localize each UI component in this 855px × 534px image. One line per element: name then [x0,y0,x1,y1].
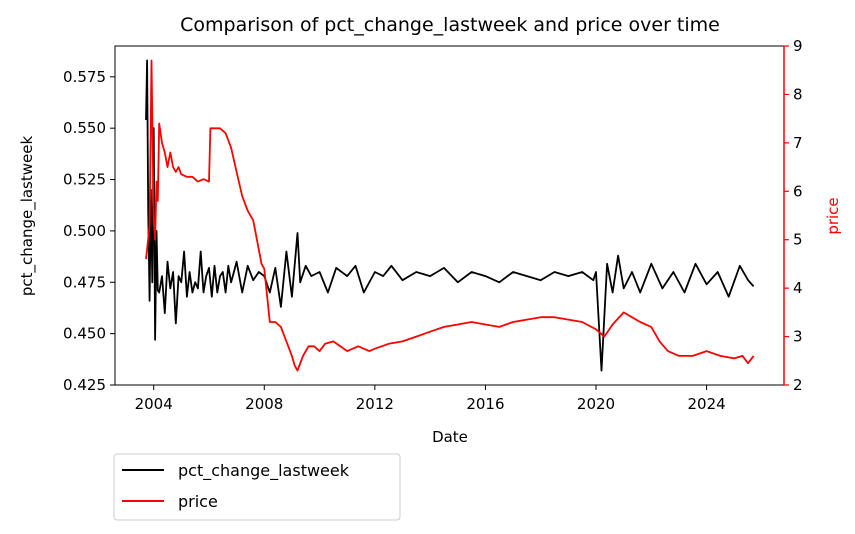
y-left-tick-label: 0.425 [63,376,106,394]
x-axis-label: Date [432,428,468,446]
y-left-tick-label: 0.575 [63,68,106,86]
y-left-tick-label: 0.525 [63,171,106,189]
y-axis-right: 2 3 4 5 6 7 8 9 [784,37,803,394]
x-tick-label: 2024 [688,395,726,413]
series-line-pct-change-lastweek [145,59,755,372]
x-tick-label: 2020 [577,395,615,413]
y-right-tick-label: 4 [793,279,803,297]
legend-label-pct-change-lastweek: pct_change_lastweek [178,461,350,481]
y-right-tick-label: 5 [793,231,803,249]
y-right-tick-label: 8 [793,85,803,103]
y-right-tick-label: 3 [793,328,803,346]
y-right-tick-label: 9 [793,37,803,55]
x-tick-label: 2016 [466,395,504,413]
x-axis: 2004 2008 2012 2016 2020 2024 [135,385,726,413]
chart-title: Comparison of pct_change_lastweek and pr… [180,14,720,36]
legend-label-price: price [178,492,218,511]
y-axis-left: 0.425 0.450 0.475 0.500 0.525 0.550 0.575 [63,68,115,394]
x-tick-label: 2004 [135,395,173,413]
legend-box [113,453,401,521]
plot-lines [145,59,755,372]
y-left-tick-label: 0.500 [63,222,106,240]
y-right-tick-label: 2 [793,376,803,394]
y-left-tick-label: 0.475 [63,273,106,291]
y-right-tick-label: 6 [793,182,803,200]
series-line-price [145,59,755,372]
legend: pct_change_lastweek price [113,453,401,521]
y-right-tick-label: 7 [793,134,803,152]
x-tick-label: 2012 [356,395,394,413]
plot-frame [114,45,785,386]
x-tick-label: 2008 [245,395,283,413]
y-left-tick-label: 0.450 [63,325,106,343]
y-axis-left-label: pct_change_lastweek [18,136,37,297]
y-axis-right-label: price [824,197,842,234]
y-left-tick-label: 0.550 [63,119,106,137]
